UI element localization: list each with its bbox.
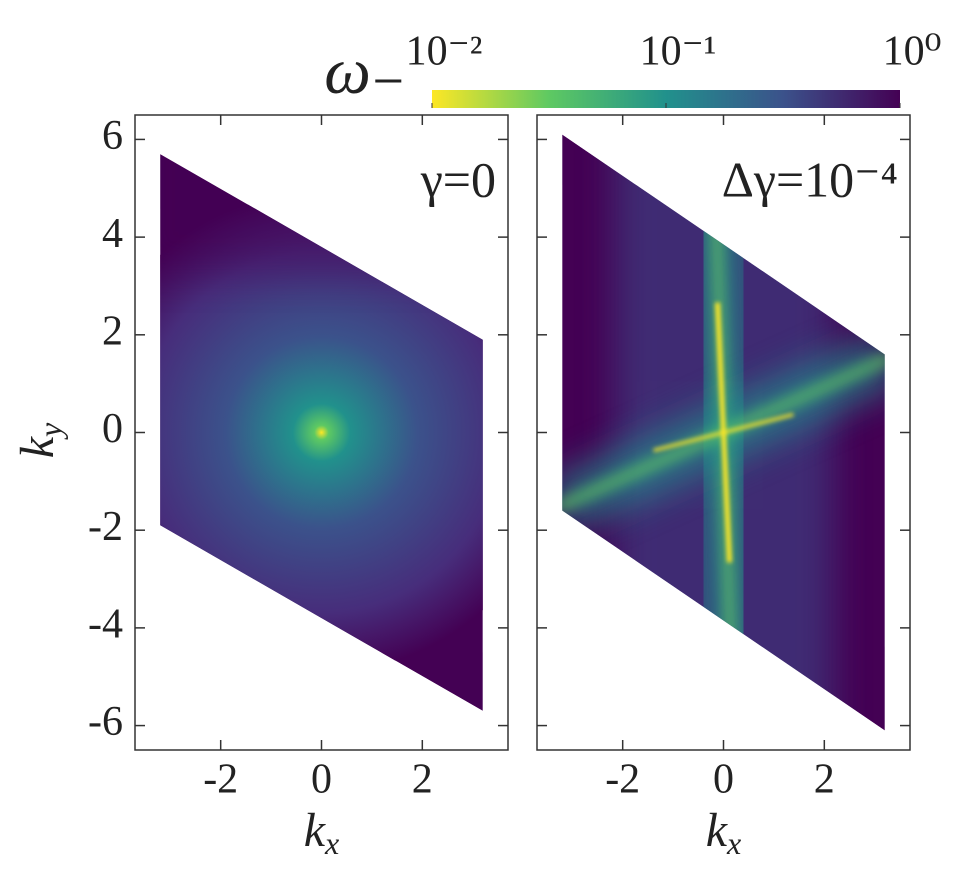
y-axis-label: ky — [11, 422, 68, 458]
x-tick-label: 2 — [412, 757, 433, 803]
annotation: Δγ=10⁻⁴ — [722, 151, 898, 207]
y-tick-label: 0 — [102, 406, 123, 452]
x-axis-label-base: k — [706, 804, 729, 857]
colorbar — [432, 90, 900, 108]
x-tick-label: 2 — [814, 757, 835, 803]
x-axis-label-sub: x — [726, 825, 741, 861]
y-tick-label: 2 — [102, 308, 123, 354]
y-tick-label: -4 — [88, 602, 123, 648]
x-axis-label: kx — [706, 804, 742, 861]
streak-core — [653, 412, 794, 453]
colorbar-tick-label: 10⁻¹ — [640, 29, 717, 75]
y-tick-label: -2 — [88, 504, 123, 550]
y-tick-label: -6 — [88, 699, 123, 745]
y-axis-label-base: k — [11, 435, 64, 458]
x-axis-label-base: k — [304, 804, 327, 857]
x-tick-label: 0 — [311, 757, 332, 803]
x-tick-label: -2 — [605, 757, 640, 803]
colorbar-label: ω₋ — [324, 35, 405, 108]
y-axis-label-sub: y — [32, 422, 68, 440]
heatmap — [562, 134, 885, 731]
colorbar-tick-label: 10⁻² — [406, 29, 483, 75]
y-tick-label: 4 — [102, 211, 123, 257]
x-axis-label: kx — [304, 804, 340, 861]
x-tick-label: -2 — [203, 757, 238, 803]
annotation: γ=0 — [420, 151, 496, 207]
x-axis-label-sub: x — [324, 825, 339, 861]
x-tick-label: 0 — [713, 757, 734, 803]
colorbar-tick-label: 10⁰ — [883, 29, 942, 75]
y-tick-label: 6 — [102, 113, 123, 159]
